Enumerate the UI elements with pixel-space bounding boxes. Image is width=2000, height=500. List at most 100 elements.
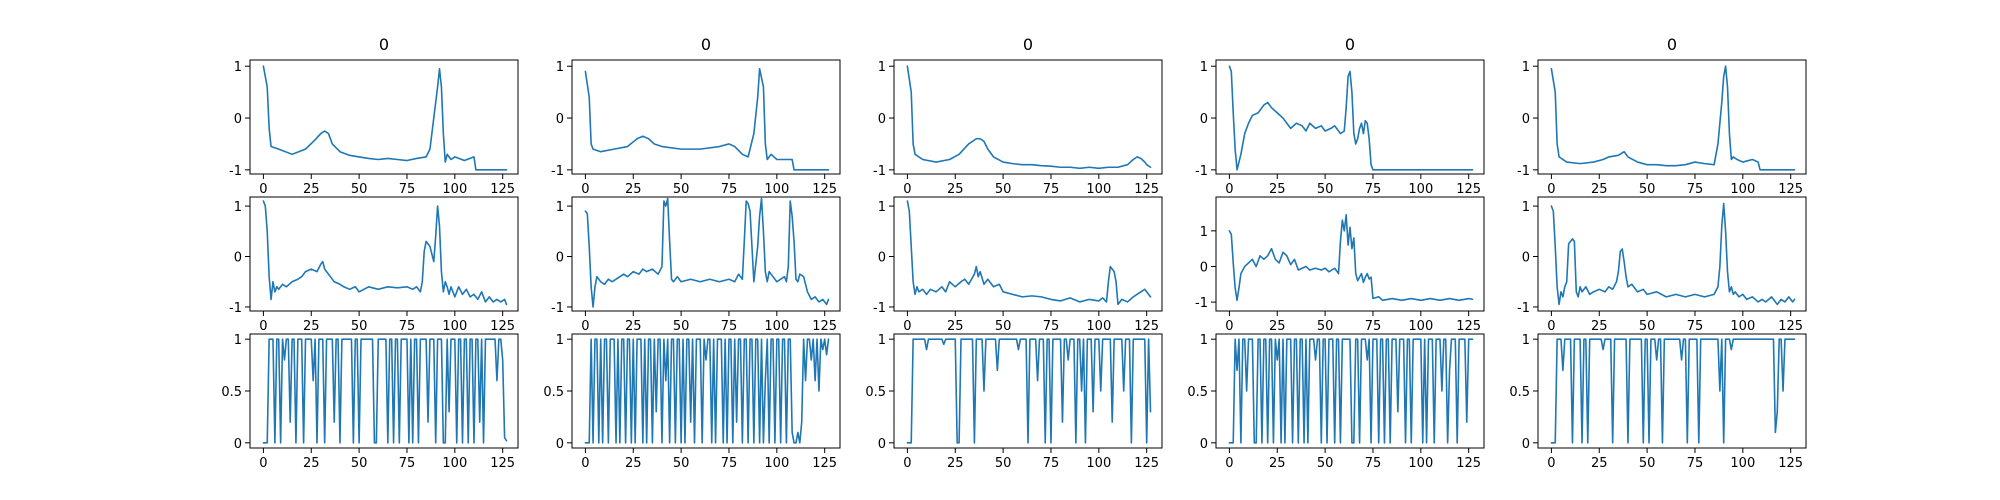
x-tick-label: 25: [1591, 456, 1608, 471]
x-tick-label: 75: [1043, 182, 1060, 197]
axes-frame: [1537, 59, 1807, 175]
y-tick-label: 1: [878, 60, 886, 75]
x-tick-label: 125: [1134, 319, 1159, 334]
x-tick-label: 0: [903, 182, 911, 197]
y-tick-label: -1: [873, 301, 886, 316]
x-tick-label: 75: [1365, 182, 1382, 197]
subplot-r1-c2: 0 25 50 75 100 125 -1 0 1: [551, 59, 841, 197]
x-tick-label: 50: [351, 319, 368, 334]
x-tick-label: 0: [1225, 182, 1233, 197]
x-tick-label: 50: [673, 456, 690, 471]
y-tick-label: 0: [556, 112, 564, 127]
subplot-r1-c4: 0 25 50 75 100 125 -1 0 1: [1195, 59, 1485, 197]
x-tick-label: 100: [1730, 182, 1755, 197]
series-line: [584, 68, 830, 171]
y-tick-label: 1: [234, 333, 242, 348]
y-tick-label: 1: [1522, 60, 1530, 75]
y-tick-label: -1: [229, 164, 242, 179]
y-tick-label: 1: [556, 60, 564, 75]
axes-frame: [249, 196, 519, 312]
series-line: [1550, 338, 1796, 444]
x-tick-label: 50: [1317, 456, 1334, 471]
axes-frame: [893, 59, 1163, 175]
y-tick-label: 1: [878, 200, 886, 215]
y-tick-label: 0.5: [1509, 385, 1530, 400]
x-tick-label: 0: [581, 456, 589, 471]
x-tick-label: 0: [1225, 456, 1233, 471]
x-tick-label: 100: [1730, 456, 1755, 471]
y-tick-label: 0: [234, 112, 242, 127]
x-tick-label: 75: [721, 456, 738, 471]
x-tick-label: 25: [1591, 319, 1608, 334]
x-tick-label: 125: [1134, 182, 1159, 197]
y-tick-label: 1: [556, 200, 564, 215]
x-tick-label: 75: [1043, 456, 1060, 471]
series-line: [906, 65, 1152, 170]
axes-frame: [249, 59, 519, 175]
subplot-r3-c3: 0 25 50 75 100 125 0 0.5 1: [865, 333, 1163, 471]
x-tick-label: 125: [812, 319, 837, 334]
x-tick-label: 75: [399, 456, 416, 471]
x-tick-label: 125: [1456, 182, 1481, 197]
x-tick-label: 100: [1086, 182, 1111, 197]
y-tick-label: 0.5: [1187, 385, 1208, 400]
y-tick-label: -1: [551, 164, 564, 179]
x-tick-label: 25: [947, 456, 964, 471]
x-tick-label: 75: [399, 182, 416, 197]
subplot-r2-c2: 0 25 50 75 100 125 -1 0 1: [551, 196, 841, 334]
x-tick-label: 25: [947, 319, 964, 334]
x-tick-label: 100: [764, 319, 789, 334]
x-tick-label: 25: [1591, 182, 1608, 197]
x-tick-label: 0: [1547, 182, 1555, 197]
x-tick-label: 0: [1225, 319, 1233, 334]
x-tick-label: 25: [1269, 319, 1286, 334]
y-tick-label: 1: [234, 60, 242, 75]
y-tick-label: 0.5: [865, 385, 886, 400]
x-tick-label: 100: [442, 319, 467, 334]
y-tick-label: -1: [1195, 164, 1208, 179]
x-tick-label: 125: [1778, 456, 1803, 471]
x-tick-label: 75: [1365, 319, 1382, 334]
y-tick-label: 1: [1522, 333, 1530, 348]
x-tick-label: 50: [673, 182, 690, 197]
x-tick-label: 25: [1269, 182, 1286, 197]
panel-title: 0: [1023, 35, 1033, 54]
y-tick-label: 0.5: [221, 385, 242, 400]
y-tick-label: 1: [1522, 200, 1530, 215]
x-tick-label: 125: [1778, 182, 1803, 197]
y-tick-label: 0: [878, 112, 886, 127]
x-tick-label: 125: [1134, 456, 1159, 471]
subplot-r2-c1: 0 25 50 75 100 125 -1 0 1: [229, 196, 519, 334]
y-tick-label: 0: [1200, 437, 1208, 452]
y-tick-label: 0: [1200, 260, 1208, 275]
y-tick-label: 1: [234, 200, 242, 215]
x-tick-label: 100: [764, 182, 789, 197]
x-tick-label: 25: [303, 182, 320, 197]
series-line: [1550, 202, 1796, 306]
x-tick-label: 0: [581, 182, 589, 197]
x-tick-label: 100: [1408, 319, 1433, 334]
y-tick-label: 0: [234, 437, 242, 452]
x-tick-label: 50: [1639, 182, 1656, 197]
x-tick-label: 75: [1687, 319, 1704, 334]
x-tick-label: 100: [764, 456, 789, 471]
axes-frame: [893, 196, 1163, 312]
x-tick-label: 75: [1365, 456, 1382, 471]
x-tick-label: 100: [442, 456, 467, 471]
x-tick-label: 50: [1639, 319, 1656, 334]
x-tick-label: 125: [1456, 456, 1481, 471]
x-tick-label: 125: [490, 182, 515, 197]
x-tick-label: 0: [581, 319, 589, 334]
y-tick-label: 1: [556, 333, 564, 348]
axes-frame: [1537, 196, 1807, 312]
axes-frame: [1537, 333, 1807, 449]
y-tick-label: 0: [1200, 112, 1208, 127]
x-tick-label: 75: [721, 182, 738, 197]
y-tick-label: 0: [1522, 251, 1530, 266]
x-tick-label: 75: [1043, 319, 1060, 334]
series-line: [262, 200, 508, 306]
x-tick-label: 25: [303, 456, 320, 471]
x-tick-label: 50: [351, 182, 368, 197]
x-tick-label: 0: [259, 456, 267, 471]
x-tick-label: 50: [1317, 182, 1334, 197]
